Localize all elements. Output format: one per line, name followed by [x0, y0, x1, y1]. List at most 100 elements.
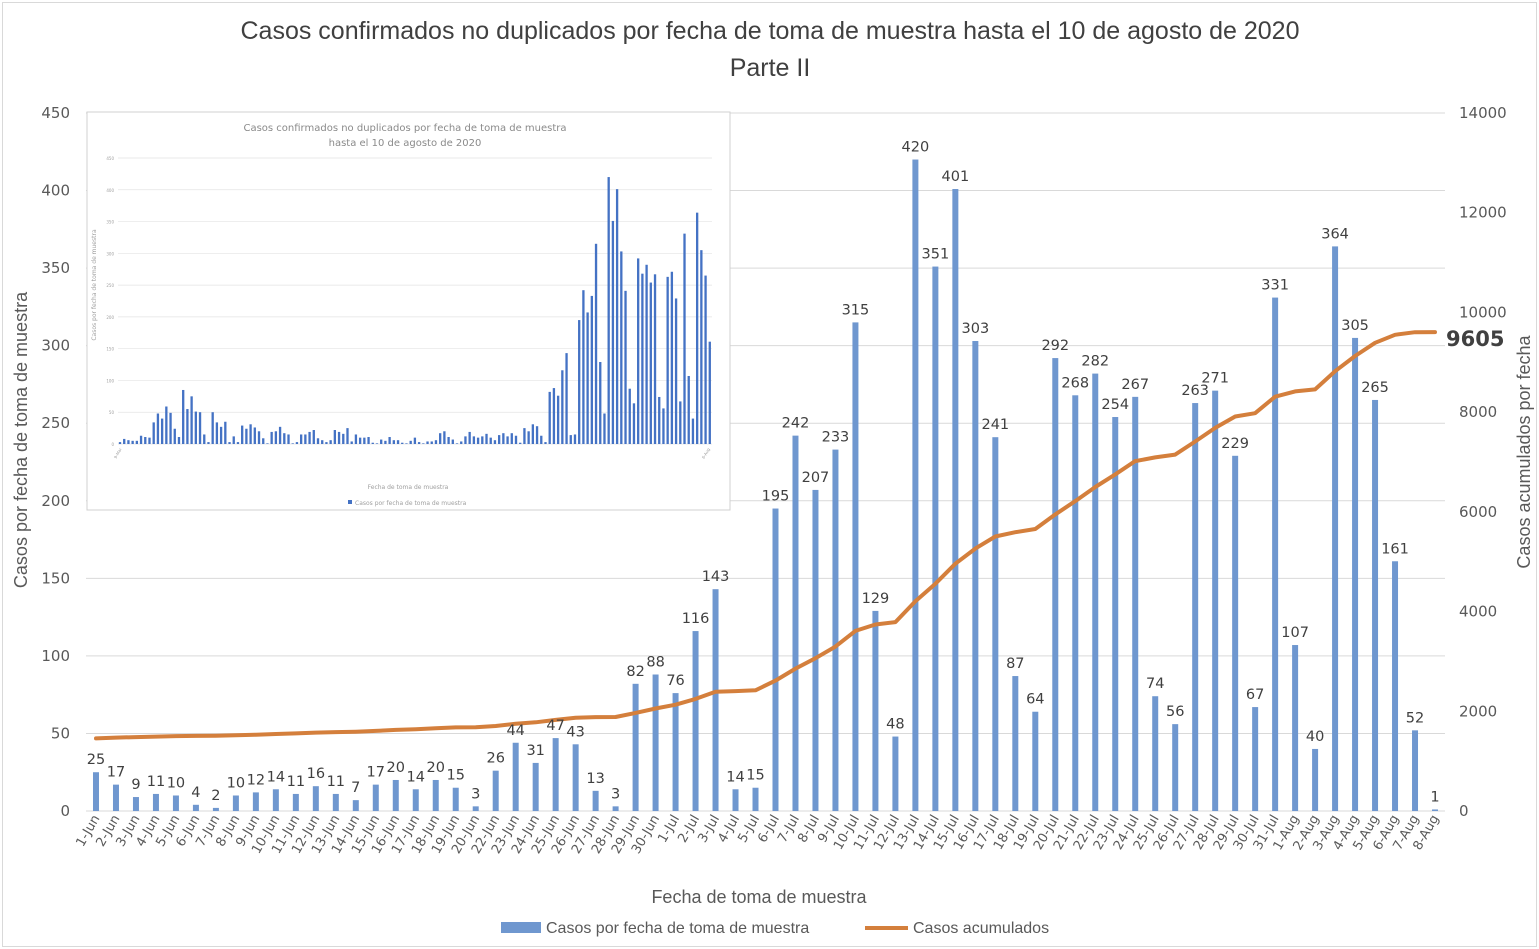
inset-bar: [624, 290, 627, 444]
bar: [712, 589, 719, 811]
inset-bar: [186, 409, 189, 444]
bar: [292, 793, 299, 811]
inset-bar: [662, 408, 665, 444]
data-label: 292: [1041, 338, 1069, 354]
inset-chart: Casos confirmados no duplicados por fech…: [86, 111, 731, 511]
cumulative-end-label: 9605: [1446, 327, 1504, 351]
data-label: 12: [247, 772, 265, 788]
inset-bar: [455, 443, 459, 444]
legend: Casos por fecha de toma de muestra Casos…: [501, 920, 1049, 937]
bar: [532, 762, 539, 811]
inset-bar: [241, 425, 244, 444]
inset-bar: [594, 243, 598, 444]
inset-bar: [270, 431, 273, 444]
bar: [1172, 724, 1179, 811]
bar: [372, 784, 379, 811]
inset-bar: [514, 435, 518, 444]
inset-bar: [527, 431, 530, 444]
bar: [992, 437, 999, 811]
inset-bar: [123, 438, 126, 444]
data-label: 20: [387, 760, 405, 776]
bar: [852, 322, 859, 811]
inset-bar: [384, 440, 387, 444]
inset-bar: [637, 258, 640, 444]
x-axis-title: Fecha de toma de muestra: [651, 887, 867, 907]
y-tick-label-right: 6000: [1459, 503, 1497, 521]
inset-bar: [704, 275, 707, 444]
inset-bar: [329, 440, 332, 444]
inset-bar: [249, 424, 252, 444]
bar: [1132, 396, 1139, 811]
inset-bar: [173, 428, 176, 444]
inset-bar: [236, 442, 240, 444]
y-tick-label-left: 150: [41, 569, 70, 587]
inset-y-tick-label: 300: [106, 251, 114, 256]
data-label: 64: [1026, 692, 1044, 708]
chart-subtitle: Parte II: [730, 54, 811, 82]
inset-bar: [211, 412, 214, 444]
bar: [632, 683, 639, 811]
inset-bar: [489, 437, 492, 444]
inset-bar: [679, 401, 682, 444]
legend-label-bars: Casos por fecha de toma de muestra: [546, 920, 809, 937]
data-label: 17: [107, 765, 125, 781]
data-label: 11: [327, 774, 345, 790]
data-label: 26: [486, 751, 504, 767]
y-axis-left-title: Casos por fecha de toma de muestra: [11, 291, 31, 588]
inset-bar: [552, 388, 556, 444]
bar: [512, 742, 519, 811]
data-label: 9: [131, 777, 140, 793]
data-label: 56: [1166, 704, 1184, 720]
bar: [312, 786, 319, 811]
legend-swatch-bars: [501, 922, 541, 933]
inset-bar: [198, 412, 202, 444]
bar: [472, 806, 479, 811]
bar: [232, 795, 239, 811]
data-label: 229: [1221, 436, 1249, 452]
inset-bar: [544, 442, 547, 444]
data-label: 40: [1306, 729, 1324, 745]
legend-label-line: Casos acumulados: [913, 920, 1049, 937]
data-label: 31: [526, 743, 544, 759]
inset-bar: [531, 424, 535, 444]
bar: [192, 804, 199, 811]
inset-y-tick-label: 0: [111, 442, 114, 447]
y-tick-label-left: 300: [41, 337, 70, 355]
bar: [652, 674, 659, 811]
bar: [392, 779, 399, 811]
inset-y-tick-label: 400: [106, 188, 114, 193]
inset-background: [86, 111, 731, 511]
inset-bar: [641, 273, 644, 444]
y-axis-right: 0 2000 4000 6000 8000 10000 12000 14000: [1459, 104, 1507, 820]
bar: [692, 631, 699, 811]
inset-bar: [392, 440, 395, 444]
inset-bar: [182, 389, 185, 444]
data-label: 52: [1406, 710, 1424, 726]
inset-bar: [502, 433, 505, 444]
bar: [1392, 561, 1399, 811]
inset-bar: [266, 443, 269, 444]
inset-bar: [510, 433, 513, 444]
data-label: 161: [1381, 541, 1409, 557]
inset-bar: [485, 433, 488, 444]
y-tick-label-right: 8000: [1459, 403, 1497, 421]
y-tick-label-left: 400: [41, 182, 70, 200]
inset-bar: [371, 442, 374, 444]
data-label: 87: [1006, 656, 1024, 672]
data-label: 15: [447, 768, 465, 784]
y-tick-label-left: 0: [60, 802, 70, 820]
x-axis: 1-Jun2-Jun3-Jun4-Jun5-Jun6-Jun7-Jun8-Jun…: [73, 812, 1442, 856]
inset-bar: [283, 433, 286, 444]
bar: [172, 795, 179, 811]
y-tick-label-right: 0: [1459, 802, 1469, 820]
bar: [1292, 645, 1299, 811]
inset-x-tick-label: 6-Aug: [701, 447, 711, 460]
inset-bar: [451, 439, 454, 444]
bar: [892, 736, 899, 811]
inset-bar: [312, 430, 315, 444]
bar: [812, 489, 819, 811]
inset-bar: [135, 440, 139, 444]
inset-bar: [156, 413, 160, 444]
y-tick-label-left: 450: [41, 104, 70, 122]
